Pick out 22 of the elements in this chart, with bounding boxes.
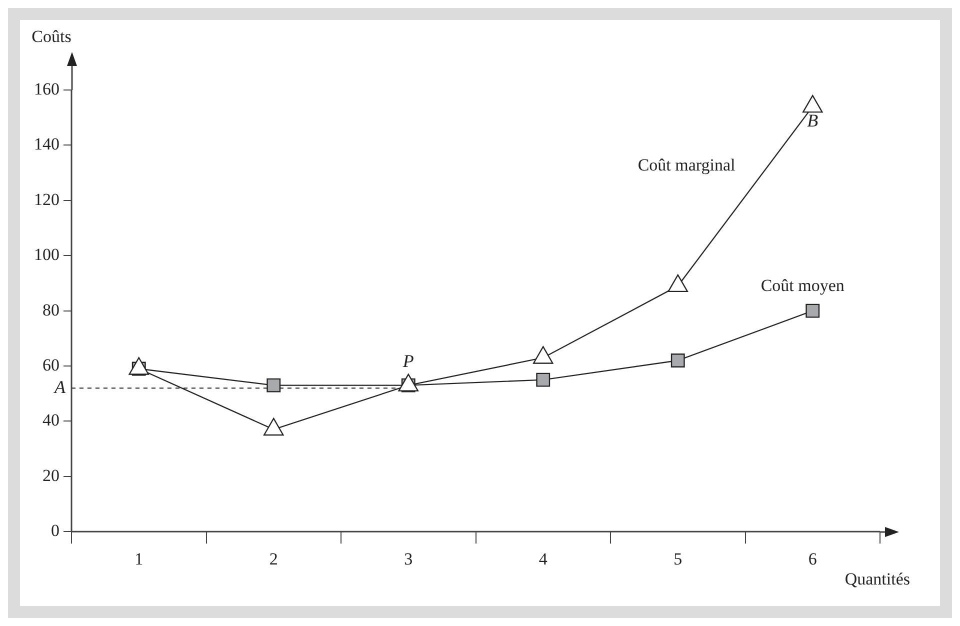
x-tick-label: 1 (134, 549, 144, 568)
x-axis-title: Quantités (844, 570, 910, 589)
series-label: Coût moyen (760, 276, 845, 295)
ref-line-label: A (54, 376, 66, 397)
y-tick-label: 0 (51, 521, 60, 540)
x-tick-label: 5 (674, 549, 682, 568)
y-tick-label: 100 (34, 245, 60, 264)
y-tick-label: 160 (34, 79, 60, 98)
y-tick-label: 60 (42, 355, 60, 374)
y-tick-label: 120 (34, 190, 60, 209)
annotation: B (807, 110, 818, 130)
y-tick-label: 140 (34, 134, 60, 154)
y-tick-label: 20 (42, 466, 60, 485)
x-tick-label: 2 (269, 549, 278, 568)
annotation: P (402, 351, 414, 372)
x-tick-label: 4 (538, 549, 548, 568)
y-axis-title: Coûts (32, 26, 72, 46)
x-tick-label: 6 (808, 549, 817, 568)
y-tick-label: 80 (42, 300, 60, 320)
y-tick-label: 40 (42, 410, 60, 430)
series-label: Coût marginal (638, 156, 736, 175)
x-tick-label: 3 (404, 549, 413, 568)
